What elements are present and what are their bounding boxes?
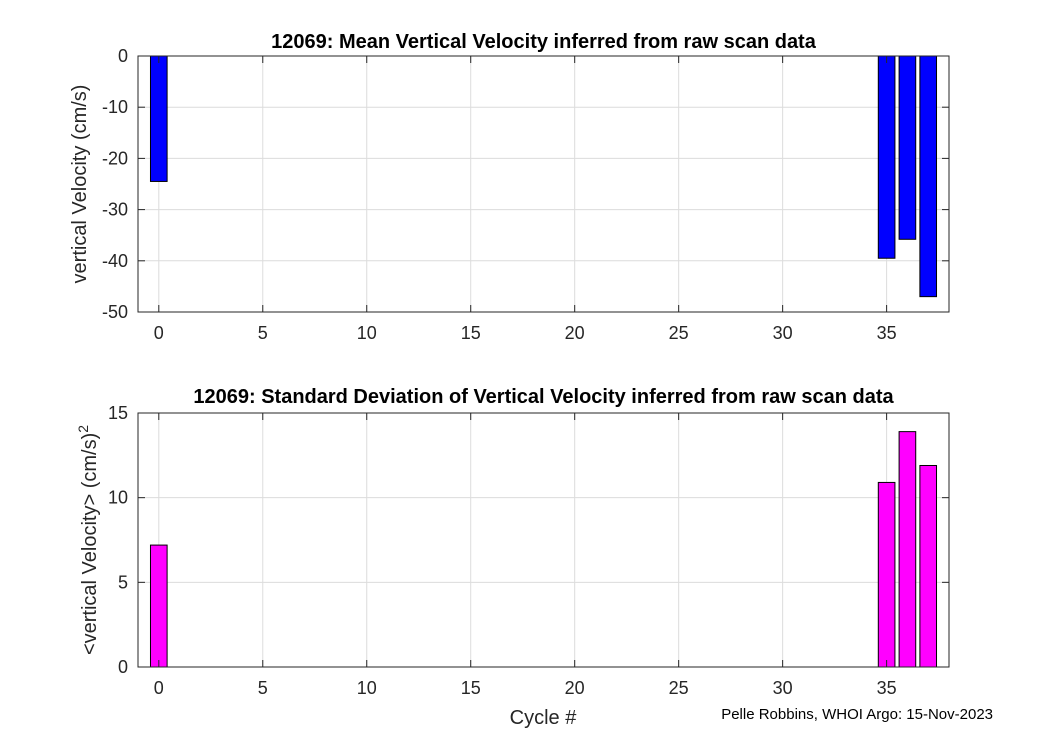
x-tick-label: 15 (461, 678, 481, 698)
y-tick-label: 0 (118, 46, 128, 66)
y-tick-label: -30 (102, 200, 128, 220)
axes-frame (137, 412, 950, 668)
x-tick-label: 0 (154, 678, 164, 698)
y-tick-label: -40 (102, 251, 128, 271)
bar (877, 55, 896, 259)
x-tick-label: 30 (773, 323, 793, 343)
x-tick-label: 5 (258, 678, 268, 698)
y-tick-label: 5 (118, 572, 128, 592)
y-tick-label: -10 (102, 97, 128, 117)
bar (149, 544, 168, 668)
x-tick-label: 0 (154, 323, 164, 343)
x-tick-label: 35 (877, 678, 897, 698)
y-tick-label: 15 (108, 403, 128, 423)
mean-velocity-chart: 0 5 10 15 20 25 30 35 0 -10 -20 -30 -40 -50 12069: Mea… (69, 31, 950, 343)
y-tick-label: 10 (108, 488, 128, 508)
y-axis-label: <vertical Velocity> (cm/s)2 (75, 425, 101, 655)
plot-area (138, 413, 949, 667)
std-velocity-chart: 0 5 10 15 20 25 30 35 15 10 5 0 12069: Standard Devi… (75, 386, 950, 698)
x-tick-label: 20 (565, 323, 585, 343)
axes-frame (137, 55, 950, 313)
x-axis-label: Cycle # (510, 707, 578, 729)
bar (898, 55, 917, 240)
y-tick-label: -20 (102, 148, 128, 168)
bar (919, 55, 938, 298)
x-tick-label: 25 (669, 323, 689, 343)
x-tick-label: 5 (258, 323, 268, 343)
y-tick-label: -50 (102, 302, 128, 322)
x-tick-label: 10 (357, 678, 377, 698)
bar (898, 431, 917, 668)
bar (149, 55, 168, 182)
y-axis-label: vertical Velocity (cm/s) (69, 85, 91, 284)
chart-title: 12069: Mean Vertical Velocity inferred f… (271, 31, 817, 53)
y-axis-label-superscript: 2 (75, 425, 91, 433)
y-tick-label: 0 (118, 657, 128, 677)
x-tick-label: 35 (877, 323, 897, 343)
x-tick-label: 25 (669, 678, 689, 698)
plot-area (138, 56, 949, 312)
x-tick-label: 20 (565, 678, 585, 698)
bar (919, 464, 938, 668)
x-tick-label: 15 (461, 323, 481, 343)
chart-title: 12069: Standard Deviation of Vertical Ve… (193, 386, 894, 408)
bar (877, 481, 896, 668)
credit-note: Pelle Robbins, WHOI Argo: 15-Nov-2023 (721, 706, 993, 723)
x-tick-label: 10 (357, 323, 377, 343)
x-tick-label: 30 (773, 678, 793, 698)
